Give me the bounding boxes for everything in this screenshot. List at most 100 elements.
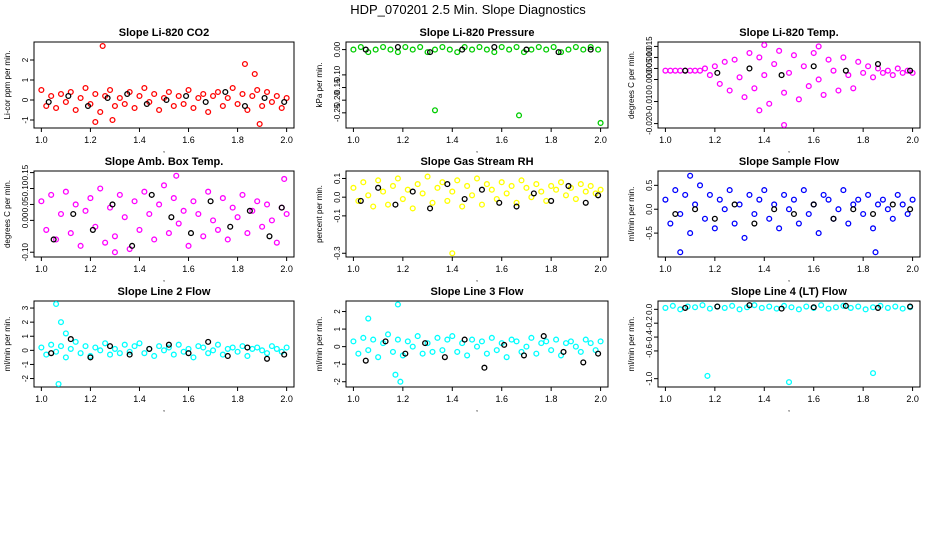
data-point — [699, 302, 706, 309]
flagged-point — [731, 201, 738, 208]
x-tick-label: 1.2 — [397, 135, 410, 145]
flagged-point — [202, 98, 209, 106]
flagged-point — [478, 186, 485, 193]
data-point — [562, 192, 570, 199]
data-point — [263, 88, 271, 96]
data-point — [667, 220, 674, 227]
data-point — [565, 46, 572, 53]
data-point — [82, 207, 89, 214]
x-tick-label: 2.0 — [280, 264, 293, 274]
data-point — [109, 116, 116, 124]
flagged-point — [50, 236, 57, 243]
data-point — [38, 198, 45, 205]
data-point — [268, 217, 275, 224]
data-point — [761, 72, 768, 79]
data-point — [538, 188, 545, 195]
x-tick-label: 1.6 — [495, 264, 508, 274]
flagged-point — [281, 351, 288, 358]
data-point — [751, 85, 758, 92]
data-point — [62, 330, 69, 337]
data-point — [731, 56, 738, 63]
data-point — [116, 94, 123, 102]
data-point — [92, 90, 99, 98]
data-point — [553, 336, 560, 343]
x-tick-label: 1.4 — [446, 135, 459, 145]
data-point — [394, 49, 401, 56]
data-point — [43, 351, 50, 358]
data-point — [350, 46, 357, 53]
data-point — [701, 65, 709, 72]
data-point — [761, 41, 768, 49]
flagged-point — [261, 94, 268, 102]
data-point — [716, 80, 723, 87]
data-point — [840, 54, 847, 61]
flagged-point — [714, 303, 721, 310]
flagged-point — [207, 198, 214, 205]
data-point — [818, 302, 825, 309]
data-point — [384, 201, 392, 208]
data-point — [414, 181, 421, 188]
data-point — [721, 304, 728, 311]
y-tick-label: -0.1 — [333, 208, 342, 222]
y-tick-label: 0.5 — [645, 179, 654, 191]
data-point — [587, 44, 594, 51]
data-point — [195, 210, 202, 218]
flagged-point — [501, 341, 508, 348]
data-point — [736, 306, 743, 313]
data-point — [498, 44, 505, 51]
y-tick-label: -0.25 — [333, 103, 342, 122]
data-point — [357, 44, 364, 51]
data-point — [355, 197, 362, 204]
x-axis-label: , — [163, 274, 165, 283]
data-point — [67, 230, 74, 237]
data-point — [840, 302, 847, 309]
data-point — [146, 210, 153, 218]
plot-frame — [345, 41, 609, 129]
data-point — [229, 84, 236, 92]
data-point — [72, 201, 79, 208]
x-tick-label: 1.6 — [495, 394, 508, 404]
data-point — [785, 69, 793, 76]
data-point — [815, 230, 822, 237]
data-point — [513, 199, 520, 206]
data-point — [380, 44, 387, 51]
data-point — [476, 44, 483, 51]
data-point — [417, 44, 424, 51]
flagged-point — [205, 338, 212, 345]
data-point — [380, 188, 387, 195]
flagged-point — [692, 206, 699, 213]
chart-title: Slope Amb. Box Temp. — [105, 156, 224, 168]
data-point — [195, 343, 202, 350]
data-point — [483, 46, 490, 53]
data-point — [706, 72, 713, 79]
data-point — [434, 334, 441, 341]
data-point — [431, 46, 439, 53]
data-point — [677, 67, 684, 74]
data-point — [790, 196, 797, 203]
data-point — [200, 233, 207, 240]
flagged-point — [751, 220, 758, 227]
data-point — [283, 210, 290, 218]
data-point — [214, 226, 222, 233]
data-point — [210, 217, 217, 224]
y-tick-label: -1.0 — [645, 371, 654, 385]
data-point — [810, 49, 817, 57]
data-point — [48, 191, 55, 198]
data-point — [360, 334, 367, 341]
flagged-point — [187, 230, 195, 237]
data-point — [53, 236, 60, 243]
data-point — [102, 239, 109, 246]
data-point — [682, 191, 689, 198]
data-point — [392, 371, 399, 378]
y-tick-label: 0.15 — [21, 164, 30, 180]
x-tick-label: 1.8 — [231, 394, 244, 404]
y-tick-label: -0.5 — [645, 226, 654, 240]
data-point — [419, 350, 426, 357]
data-point — [580, 46, 587, 53]
x-tick-label: 1.8 — [857, 135, 870, 145]
x-tick-label: 1.0 — [347, 135, 360, 145]
data-point — [746, 191, 753, 198]
data-point — [503, 190, 510, 197]
plot-frame — [33, 41, 295, 129]
plot-frame — [33, 300, 295, 388]
